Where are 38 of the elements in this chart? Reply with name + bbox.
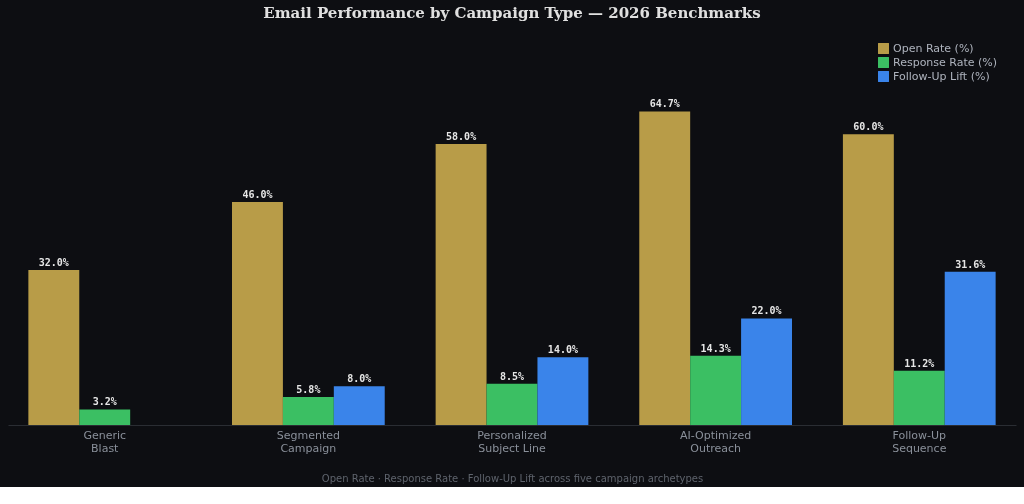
bar	[741, 318, 792, 425]
data-label: 31.6%	[955, 258, 986, 270]
data-label: 3.2%	[92, 396, 117, 408]
bar	[435, 143, 487, 425]
text: Open Rate · Response Rate · Follow-Up Lift across five campaign archetypes	[321, 472, 704, 484]
bar	[282, 396, 334, 425]
x-tick-label: Generic Blast	[83, 428, 127, 455]
bar	[842, 134, 894, 425]
data-label: 46.0%	[242, 189, 273, 201]
data-label: 11.2%	[904, 357, 935, 369]
chart-title: Email Performance by Campaign Type — 2026 Benchmarks	[263, 4, 761, 22]
data-label: 64.7%	[649, 98, 680, 110]
data-label: 5.8%	[296, 383, 321, 395]
x-tick-label: Personalized Subject Line	[477, 428, 547, 455]
x-tick-label: Segmented Campaign	[276, 428, 340, 455]
legend-label: Response Rate (%)	[893, 55, 998, 69]
x-tick-label: Follow-Up Sequence	[892, 428, 947, 455]
bar	[486, 383, 538, 425]
data-label: 8.5%	[499, 370, 525, 382]
data-label: 58.0%	[446, 130, 477, 142]
data-label: 14.0%	[547, 344, 578, 356]
bar	[537, 357, 589, 425]
bar	[28, 269, 80, 425]
data-label: 8.0%	[347, 373, 372, 385]
bar	[333, 386, 385, 425]
data-label: 22.0%	[751, 305, 782, 317]
data-label: 14.3%	[700, 342, 731, 354]
bar	[639, 111, 691, 425]
bar	[79, 409, 131, 425]
x-tick-label: AI-Optimized Outreach	[679, 428, 752, 455]
bar	[893, 370, 945, 425]
data-label: 32.0%	[38, 256, 69, 268]
bar	[690, 355, 742, 425]
legend-label: Open Rate (%)	[893, 41, 974, 55]
legend-label: Follow-Up Lift (%)	[893, 69, 990, 83]
bar	[232, 202, 283, 425]
data-label: 60.0%	[853, 121, 884, 133]
bar	[944, 271, 996, 425]
